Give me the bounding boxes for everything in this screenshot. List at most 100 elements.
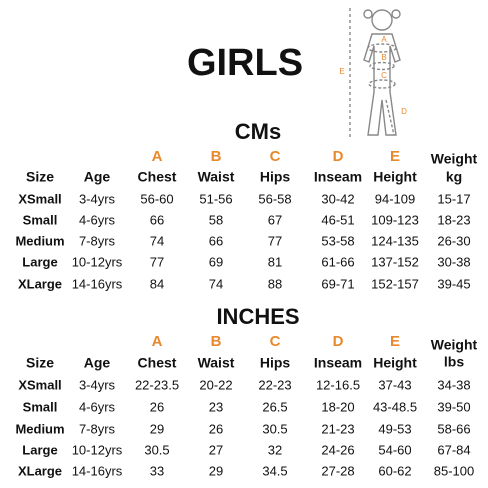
table-cell: 152-157 <box>371 276 419 291</box>
column-letter: E <box>390 148 400 165</box>
table-cell: 39-45 <box>437 276 470 291</box>
column-letter: B <box>211 148 222 165</box>
table-cell: 29 <box>150 421 164 436</box>
table-cell: 23 <box>209 399 223 414</box>
table-cell: 77 <box>150 254 164 269</box>
table-cell: 26.5 <box>262 399 287 414</box>
table-cell: 7-8yrs <box>79 233 116 248</box>
table-cell: 26 <box>209 421 223 436</box>
table-cell: 60-62 <box>378 463 411 478</box>
table-cell: 43-48.5 <box>373 399 417 414</box>
column-header: Waist <box>198 169 235 185</box>
table-cell: 137-152 <box>371 254 419 269</box>
column-header: Hips <box>260 355 291 371</box>
size-cell: Small <box>23 399 58 414</box>
table-cell: 66 <box>209 233 223 248</box>
table-cell: 88 <box>268 276 282 291</box>
figure-label: A <box>381 35 387 44</box>
column-header: Hips <box>260 169 291 185</box>
table-cell: 77 <box>268 233 282 248</box>
table-cell: 56-60 <box>140 191 173 206</box>
size-cell: XSmall <box>18 377 61 392</box>
table-cell: 14-16yrs <box>72 463 123 478</box>
table-cell: 30.5 <box>262 421 287 436</box>
table-cell: 53-58 <box>321 233 354 248</box>
figure-label: E <box>339 67 344 76</box>
column-header: Weight <box>431 151 478 167</box>
column-header: Height <box>373 355 417 371</box>
table-cell: 22-23.5 <box>135 377 179 392</box>
size-cell: Small <box>23 212 58 227</box>
table-cell: 66 <box>150 212 164 227</box>
column-header: Inseam <box>314 169 362 185</box>
column-letter: D <box>333 333 344 350</box>
table-cell: 4-6yrs <box>79 212 116 227</box>
table-cell: 58-66 <box>437 421 470 436</box>
column-header: Size <box>26 169 54 185</box>
table-cell: 30-38 <box>437 254 470 269</box>
table-cell: 69-71 <box>321 276 354 291</box>
girl-figure <box>349 8 401 140</box>
table-cell: 27-28 <box>321 463 354 478</box>
column-letter: A <box>152 148 163 165</box>
table-cell: 21-23 <box>321 421 354 436</box>
table-cell: 30-42 <box>321 191 354 206</box>
table-cell: 12-16.5 <box>316 377 360 392</box>
size-cell: Large <box>22 442 57 457</box>
page-title: GIRLS <box>187 42 303 84</box>
column-letter: C <box>270 333 281 350</box>
table-title: INCHES <box>216 304 299 329</box>
size-cell: XSmall <box>18 191 61 206</box>
table-cell: 27 <box>209 442 223 457</box>
table-cell: 84 <box>150 276 164 291</box>
table-cell: 29 <box>209 463 223 478</box>
table-title: CMs <box>235 119 281 144</box>
size-cell: XLarge <box>18 463 62 478</box>
table-cell: 34.5 <box>262 463 287 478</box>
table-cell: 94-109 <box>375 191 415 206</box>
table-cell: 22-23 <box>258 377 291 392</box>
column-letter: C <box>270 148 281 165</box>
column-header: Weight <box>431 337 478 353</box>
size-cell: Medium <box>15 421 64 436</box>
table-cell: 33 <box>150 463 164 478</box>
figure-label: C <box>381 71 387 80</box>
table-cell: 124-135 <box>371 233 419 248</box>
column-header: Inseam <box>314 355 362 371</box>
table-cell: 18-20 <box>321 399 354 414</box>
table-cell: 85-100 <box>434 463 474 478</box>
table-cell: 54-60 <box>378 442 411 457</box>
table-cell: 51-56 <box>199 191 232 206</box>
table-cell: 58 <box>209 212 223 227</box>
table-cell: 26 <box>150 399 164 414</box>
table-cell: 67-84 <box>437 442 470 457</box>
column-header: Waist <box>198 355 235 371</box>
column-header: Size <box>26 355 54 371</box>
table-cell: 39-50 <box>437 399 470 414</box>
table-cell: 81 <box>268 254 282 269</box>
table-cell: 61-66 <box>321 254 354 269</box>
table-cell: 46-51 <box>321 212 354 227</box>
table-cell: 15-17 <box>437 191 470 206</box>
column-header: Chest <box>138 355 177 371</box>
table-cell: 67 <box>268 212 282 227</box>
table-cell: 74 <box>150 233 164 248</box>
table-cell: 4-6yrs <box>79 399 116 414</box>
size-cell: XLarge <box>18 276 62 291</box>
table-cell: 3-4yrs <box>79 377 116 392</box>
table-cell: 34-38 <box>437 377 470 392</box>
table-cell: 3-4yrs <box>79 191 116 206</box>
table-cell: 74 <box>209 276 223 291</box>
table-cell: 14-16yrs <box>72 276 123 291</box>
table-cell: 32 <box>268 442 282 457</box>
table-cell: 49-53 <box>378 421 411 436</box>
unit-label: kg <box>446 169 462 185</box>
table-cell: 69 <box>209 254 223 269</box>
column-header: Height <box>373 169 417 185</box>
column-header: Age <box>84 169 111 185</box>
column-letter: D <box>333 148 344 165</box>
table-cell: 26-30 <box>437 233 470 248</box>
column-header: Chest <box>138 169 177 185</box>
table-cell: 10-12yrs <box>72 254 123 269</box>
